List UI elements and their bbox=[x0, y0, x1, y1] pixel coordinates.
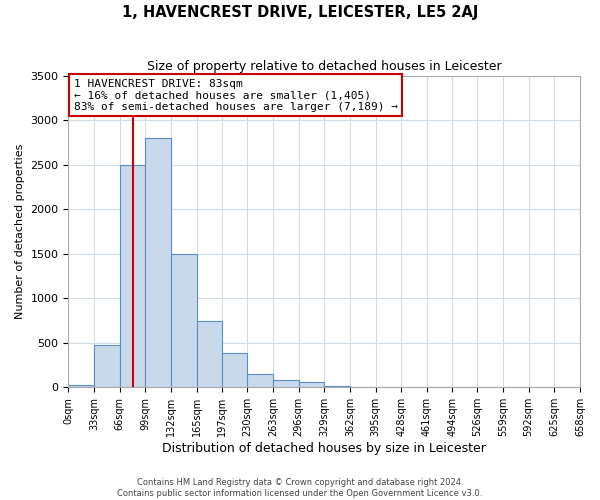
Bar bbox=[197, 320, 223, 388]
Bar bbox=[273, 380, 299, 388]
Bar bbox=[324, 386, 350, 388]
Bar bbox=[299, 382, 324, 388]
Y-axis label: Number of detached properties: Number of detached properties bbox=[15, 144, 25, 319]
Bar bbox=[120, 164, 145, 388]
Text: 1, HAVENCREST DRIVE, LEICESTER, LE5 2AJ: 1, HAVENCREST DRIVE, LEICESTER, LE5 2AJ bbox=[122, 5, 478, 20]
X-axis label: Distribution of detached houses by size in Leicester: Distribution of detached houses by size … bbox=[162, 442, 486, 455]
Bar bbox=[171, 254, 197, 388]
Text: Contains HM Land Registry data © Crown copyright and database right 2024.
Contai: Contains HM Land Registry data © Crown c… bbox=[118, 478, 482, 498]
Bar bbox=[247, 374, 273, 388]
Bar bbox=[68, 384, 94, 388]
Bar bbox=[94, 346, 120, 388]
Title: Size of property relative to detached houses in Leicester: Size of property relative to detached ho… bbox=[147, 60, 502, 73]
Text: 1 HAVENCREST DRIVE: 83sqm
← 16% of detached houses are smaller (1,405)
83% of se: 1 HAVENCREST DRIVE: 83sqm ← 16% of detac… bbox=[74, 78, 398, 112]
Bar bbox=[221, 352, 247, 388]
Bar bbox=[145, 138, 171, 388]
